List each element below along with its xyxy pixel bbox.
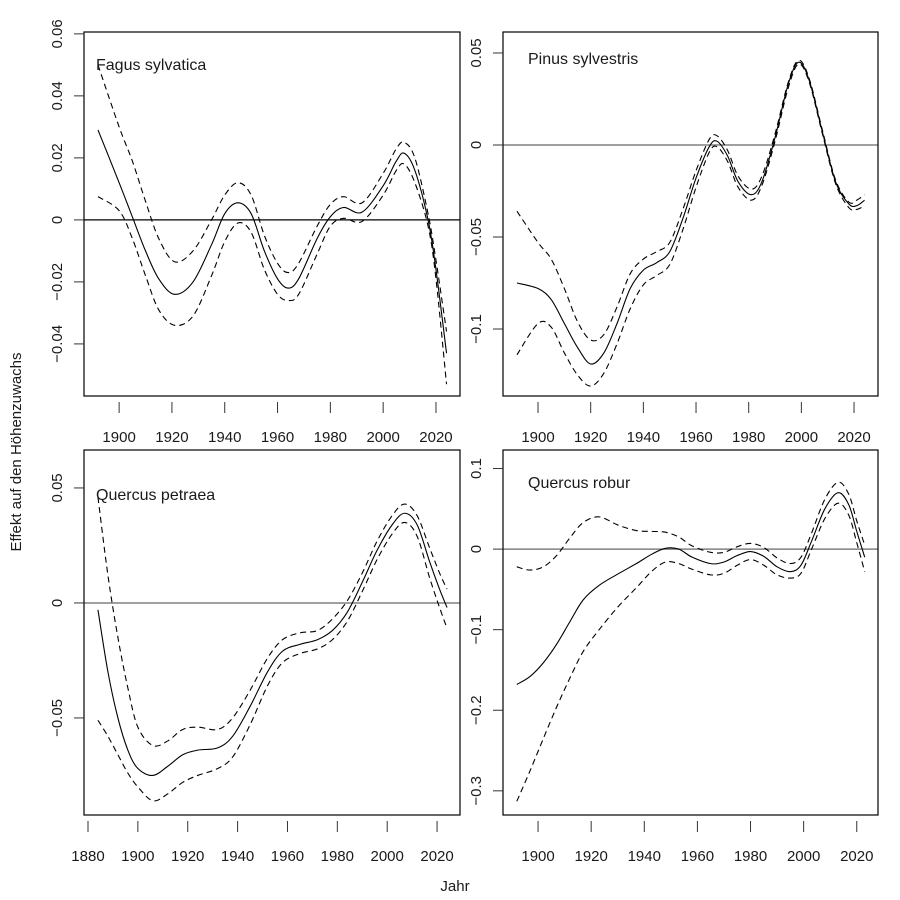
- series-group: [97, 64, 448, 385]
- y-tick-label: 0: [49, 216, 66, 224]
- x-tick-label: 1900: [521, 429, 554, 446]
- y-tick-label: 0.04: [49, 81, 66, 110]
- x-tick-label: 1900: [121, 848, 154, 865]
- y-axis: −0.04 −0.02 0 0.02 0.04 0.06: [49, 19, 84, 363]
- series-upper-line: [97, 64, 448, 332]
- x-tick-label: 1920: [574, 429, 607, 446]
- x-tick-label: 1920: [574, 848, 607, 865]
- x-tick-label: 1900: [102, 429, 135, 446]
- y-tick-label: 0.06: [49, 19, 66, 48]
- x-tick-label: 2000: [785, 429, 818, 446]
- series-upper-line: [97, 497, 448, 747]
- x-tick-label: 2020: [420, 848, 453, 865]
- y-tick-label: 0: [468, 545, 485, 553]
- series-lower-line: [516, 63, 865, 387]
- panel-pinus-sylvestris: Pinus sylvestris 1900 1920 1940 1960 1980 2000…: [468, 31, 879, 446]
- x-tick-label: 1900: [521, 848, 554, 865]
- x-tick-label: 2020: [840, 848, 873, 865]
- x-tick-label: 2020: [419, 429, 452, 446]
- x-tick-label: 1980: [734, 848, 767, 865]
- panel-title: Fagus sylvatica: [96, 57, 206, 74]
- y-tick-label: 0: [49, 599, 66, 607]
- y-tick-label: −0.02: [49, 263, 66, 301]
- x-tick-label: 1940: [627, 429, 660, 446]
- x-axis: 1900 1920 1940 1960 1980 2000 2020: [521, 402, 871, 446]
- x-tick-label: 1940: [221, 848, 254, 865]
- x-tick-label: 1920: [171, 848, 204, 865]
- panel-title: Quercus robur: [528, 475, 631, 492]
- x-tick-label: 1980: [314, 429, 347, 446]
- y-tick-label: −0.1: [468, 615, 485, 645]
- y-tick-label: 0.05: [49, 473, 66, 502]
- panel-title: Quercus petraea: [96, 487, 215, 504]
- x-tick-label: 1960: [681, 848, 714, 865]
- series-fit-line: [97, 129, 448, 354]
- y-tick-label: 0.1: [468, 458, 485, 479]
- panel-quercus-petraea: Quercus petraea 1880 1900 1920 1940 1960 1980 2…: [49, 449, 461, 865]
- y-tick-label: −0.05: [49, 699, 66, 737]
- x-tick-label: 1940: [208, 429, 241, 446]
- x-tick-label: 1960: [271, 848, 304, 865]
- series-fit-line: [97, 512, 448, 776]
- x-axis: 1900 1920 1940 1960 1980 2000 2020: [102, 402, 453, 446]
- y-tick-label: −0.04: [49, 325, 66, 363]
- series-upper-line: [516, 59, 865, 342]
- series-lower-line: [516, 502, 866, 802]
- panel-title: Pinus sylvestris: [528, 51, 638, 68]
- series-lower-line: [97, 162, 448, 385]
- panel-quercus-robur: Quercus robur 1900 1920 1940 1960 1980 2000 202…: [468, 449, 879, 865]
- x-tick-label: 2000: [371, 848, 404, 865]
- series-group: [516, 59, 865, 387]
- y-tick-label: 0: [468, 141, 485, 149]
- y-tick-label: −0.2: [468, 695, 485, 725]
- y-tick-label: −0.1: [468, 314, 485, 344]
- x-axis: 1880 1900 1920 1940 1960 1980 2000 2020: [71, 821, 454, 865]
- x-tick-label: 2020: [837, 429, 870, 446]
- plot-frame: [502, 449, 879, 816]
- series-lower-line: [97, 521, 448, 802]
- x-tick-label: 1960: [261, 429, 294, 446]
- x-tick-label: 1960: [679, 429, 712, 446]
- x-tick-label: 1940: [628, 848, 661, 865]
- x-tick-label: 2000: [366, 429, 399, 446]
- y-axis: −0.05 0 0.05: [49, 473, 84, 737]
- x-axis-title: Jahr: [440, 878, 469, 895]
- x-tick-label: 1980: [321, 848, 354, 865]
- y-tick-label: 0.02: [49, 143, 66, 172]
- x-tick-label: 1880: [71, 848, 104, 865]
- y-axis: −0.1 −0.05 0 0.05: [468, 38, 503, 344]
- series-fit-line: [516, 492, 866, 685]
- y-tick-label: 0.05: [468, 38, 485, 67]
- series-group: [97, 497, 448, 802]
- y-axis: −0.3 −0.2 −0.1 0 0.1: [468, 458, 503, 806]
- x-axis: 1900 1920 1940 1960 1980 2000 2020: [521, 821, 873, 865]
- y-tick-label: −0.3: [468, 776, 485, 806]
- x-tick-label: 1920: [155, 429, 188, 446]
- y-tick-label: −0.05: [468, 218, 485, 256]
- plot-frame: [83, 449, 461, 816]
- series-upper-line: [516, 481, 866, 571]
- plot-frame: [83, 31, 461, 397]
- x-tick-label: 2000: [787, 848, 820, 865]
- plot-frame: [502, 31, 879, 397]
- series-group: [516, 481, 866, 802]
- y-axis-title: Effekt auf den Höhenzuwachs: [8, 352, 25, 551]
- x-tick-label: 1980: [732, 429, 765, 446]
- panel-fagus-sylvatica: Fagus sylvatica 1900 1920 1940 1960 1980 2000 2…: [49, 19, 461, 446]
